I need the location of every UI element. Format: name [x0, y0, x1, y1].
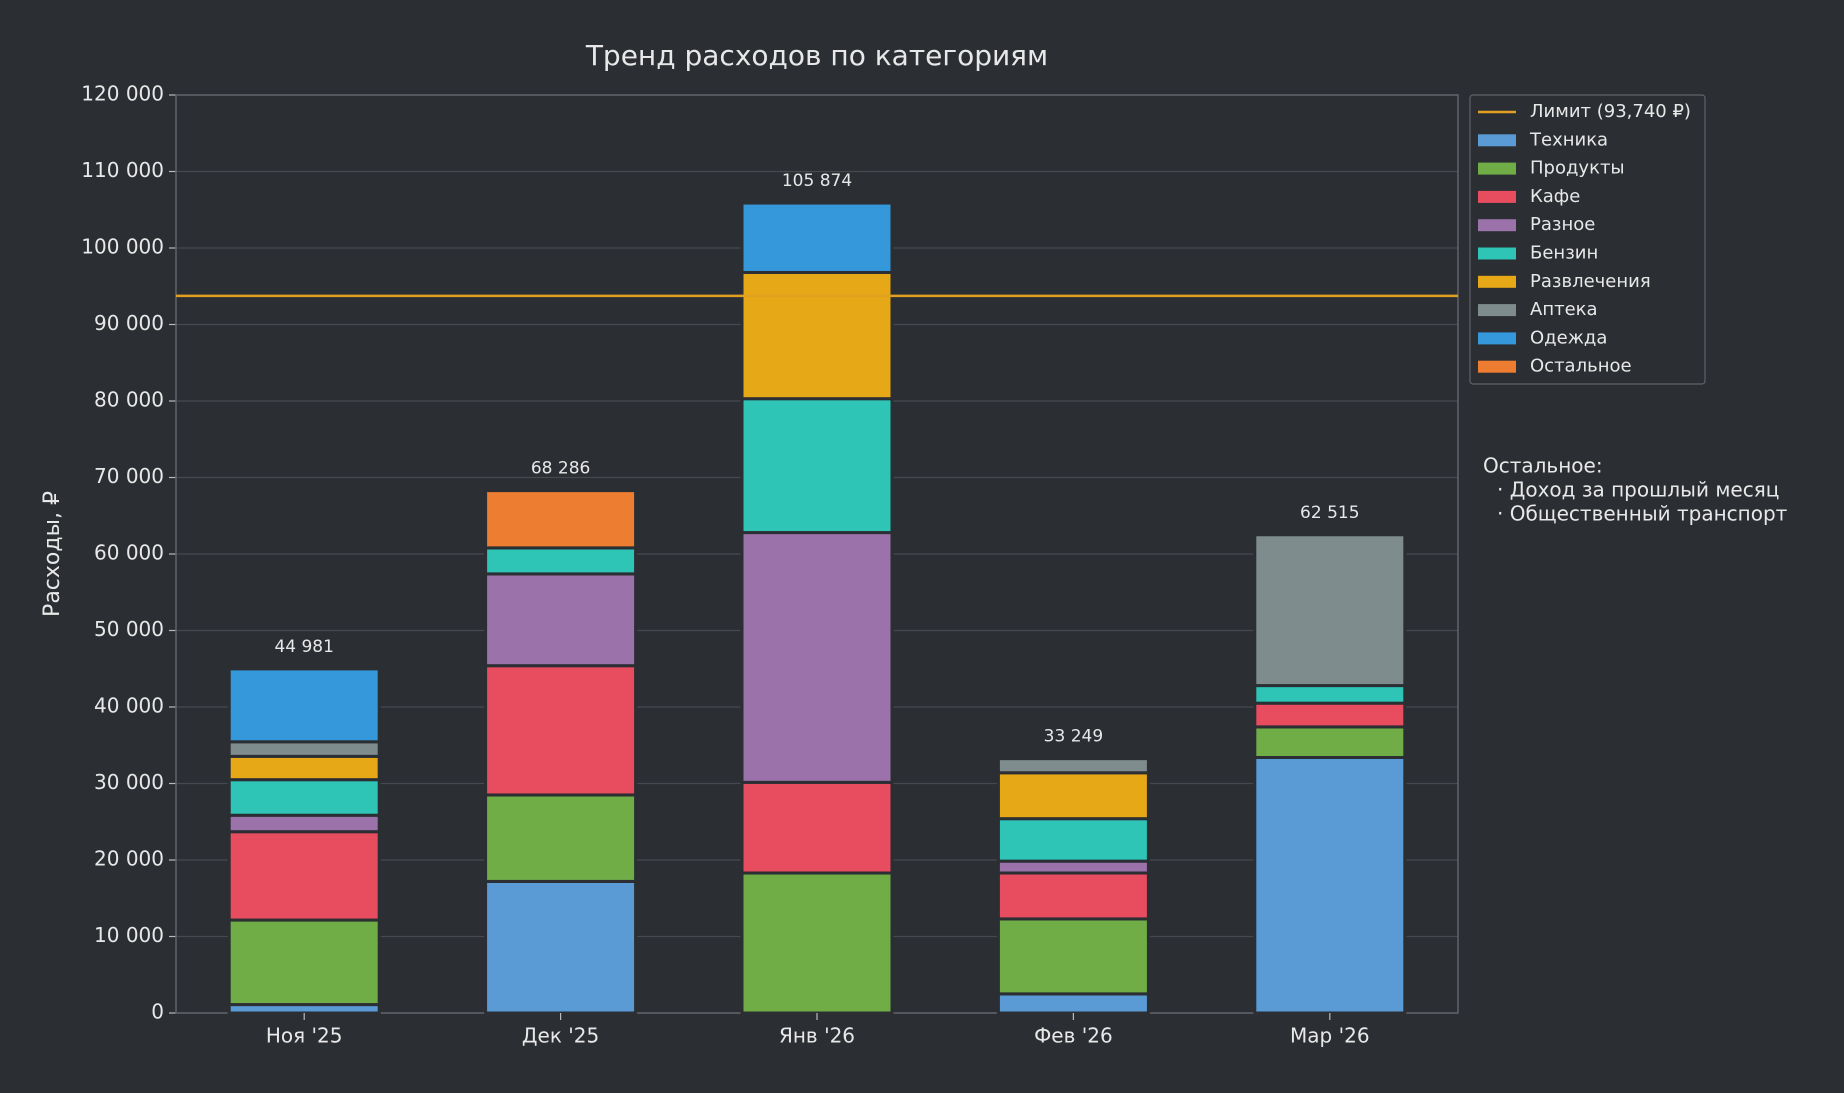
- legend-label: Одежда: [1530, 327, 1607, 348]
- y-tick-label: 110 000: [81, 158, 164, 182]
- y-tick-label: 20 000: [94, 847, 164, 871]
- x-tick-label: Дек '25: [522, 1024, 599, 1048]
- bar-segment: [996, 992, 1150, 1015]
- annotation: · Общественный транспорт: [1497, 502, 1788, 526]
- x-tick-label: Мар '26: [1290, 1024, 1370, 1048]
- bar-segment: [1253, 755, 1407, 1015]
- bar-segment: [484, 572, 638, 668]
- legend-swatch: [1478, 275, 1516, 288]
- bar-segment: [227, 918, 381, 1007]
- bar-segment: [1253, 725, 1407, 759]
- bar-segment: [227, 778, 381, 817]
- bar-segment: [1253, 684, 1407, 705]
- annotation: Остальное:: [1483, 454, 1603, 478]
- legend-swatch: [1478, 219, 1516, 232]
- bar-segment: [996, 757, 1150, 775]
- bar-segment: [740, 780, 894, 875]
- legend-swatch: [1478, 190, 1516, 203]
- total-label: 105 874: [782, 171, 852, 191]
- legend-swatch: [1478, 332, 1516, 345]
- x-tick-label: Фев '26: [1034, 1024, 1113, 1048]
- legend-label: Кафе: [1530, 186, 1580, 207]
- x-tick-label: Янв '26: [779, 1024, 855, 1048]
- bar-segment: [484, 793, 638, 883]
- legend-swatch: [1478, 162, 1516, 175]
- bar-segment: [740, 397, 894, 535]
- y-tick-label: 120 000: [81, 82, 164, 106]
- y-tick-label: 0: [151, 1000, 164, 1024]
- legend-label: Техника: [1529, 129, 1608, 150]
- total-label: 68 286: [531, 459, 590, 479]
- bar-segment: [996, 917, 1150, 996]
- x-tick-label: Ноя '25: [266, 1024, 343, 1048]
- bar-segment: [996, 859, 1150, 875]
- bar-segment: [1253, 701, 1407, 729]
- bar-segment: [996, 771, 1150, 821]
- legend-label: Лимит (93,740 ₽): [1530, 101, 1691, 122]
- bar-segment: [1253, 533, 1407, 688]
- legend-box: [1469, 94, 1706, 385]
- bar-segment: [484, 879, 638, 1015]
- legend-label: Остальное: [1530, 356, 1632, 377]
- legend-label: Разное: [1530, 214, 1595, 235]
- y-tick-label: 60 000: [94, 541, 164, 565]
- legend-swatch: [1478, 247, 1516, 260]
- y-axis-label: Расходы, ₽: [40, 491, 65, 617]
- legend-swatch: [1478, 134, 1516, 147]
- bar-segment: [484, 664, 638, 797]
- legend-label: Продукты: [1530, 158, 1625, 179]
- bar-segment: [740, 871, 894, 1015]
- bar-segment: [740, 531, 894, 784]
- y-tick-label: 100 000: [81, 235, 164, 259]
- y-tick-label: 70 000: [94, 464, 164, 488]
- bar-segment: [484, 489, 638, 550]
- legend-swatch: [1478, 360, 1516, 373]
- legend-label: Аптека: [1530, 299, 1598, 320]
- y-tick-label: 10 000: [94, 923, 164, 947]
- legend-swatch: [1478, 304, 1516, 317]
- total-label: 44 981: [274, 637, 333, 657]
- bar-segment: [740, 270, 894, 401]
- annotation: · Доход за прошлый месяц: [1497, 478, 1779, 502]
- y-tick-label: 80 000: [94, 388, 164, 412]
- bar-segment: [227, 754, 381, 782]
- y-tick-label: 40 000: [94, 694, 164, 718]
- chart-title: Тренд расходов по категориям: [585, 39, 1048, 72]
- y-tick-label: 30 000: [94, 770, 164, 794]
- bar-segment: [227, 813, 381, 834]
- total-label: 33 249: [1044, 727, 1103, 747]
- bar-segment: [996, 817, 1150, 863]
- bar-segment: [227, 667, 381, 744]
- bar-segment: [484, 546, 638, 576]
- bar-segment: [227, 830, 381, 922]
- bar-segment: [996, 871, 1150, 921]
- bar-segment: [740, 201, 894, 274]
- y-tick-label: 50 000: [94, 617, 164, 641]
- bar-segment: [227, 740, 381, 758]
- legend-label: Бензин: [1530, 243, 1598, 264]
- legend-label: Развлечения: [1530, 271, 1651, 292]
- total-label: 62 515: [1300, 503, 1359, 523]
- y-tick-label: 90 000: [94, 311, 164, 335]
